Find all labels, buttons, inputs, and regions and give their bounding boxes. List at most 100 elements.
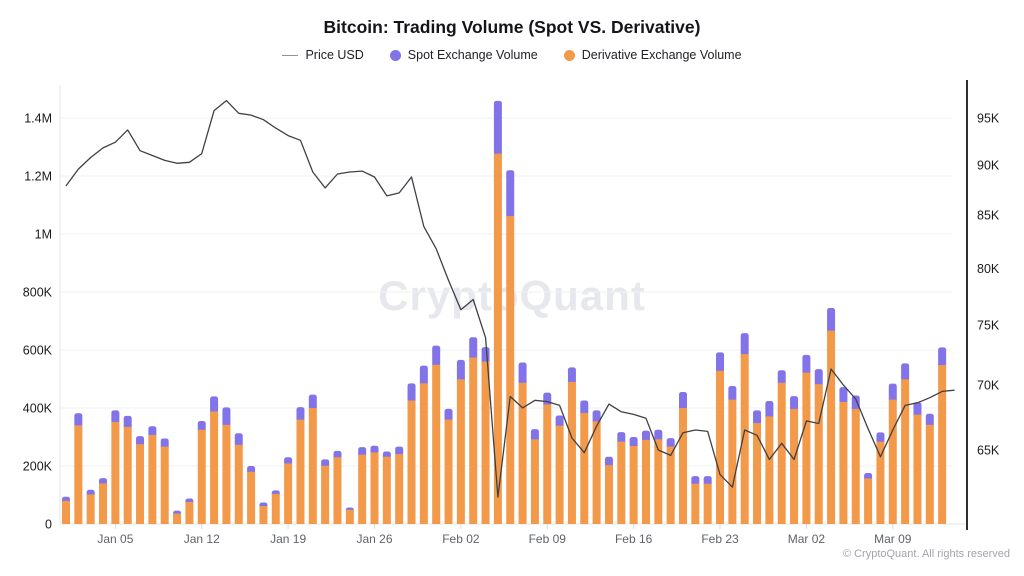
- spot-volume-bar: [506, 170, 515, 219]
- svg-text:0: 0: [45, 518, 52, 532]
- spot-volume-bar: [839, 387, 848, 405]
- svg-text:Mar 02: Mar 02: [788, 532, 826, 546]
- spot-volume-bar: [74, 413, 83, 428]
- derivative-volume-bar: [641, 439, 650, 524]
- derivative-volume-bar: [173, 513, 182, 524]
- spot-volume-bar: [530, 429, 539, 442]
- spot-volume-bar: [444, 408, 453, 423]
- derivative-volume-bar: [222, 424, 231, 524]
- derivative-volume-bar: [765, 416, 774, 524]
- spot-volume-bar: [432, 345, 441, 368]
- spot-volume-bar: [111, 410, 120, 425]
- derivative-volume-bar: [160, 446, 169, 524]
- svg-text:Feb 16: Feb 16: [615, 532, 653, 546]
- spot-volume-bar: [740, 333, 749, 357]
- spot-volume-bar: [654, 429, 663, 442]
- derivative-volume-bar: [728, 399, 737, 524]
- derivative-volume-bar: [790, 408, 799, 524]
- derivative-volume-bar: [666, 446, 675, 524]
- legend-item-spot-volume[interactable]: Spot Exchange Volume: [389, 48, 538, 62]
- spot-volume-bar: [210, 396, 219, 414]
- spot-volume-bar: [802, 354, 811, 376]
- spot-volume-bar: [148, 426, 157, 438]
- derivative-volume-bar: [210, 411, 219, 524]
- derivative-volume-bar: [321, 465, 330, 524]
- svg-text:70K: 70K: [977, 379, 1000, 393]
- spot-volume-bar: [679, 392, 687, 411]
- spot-volume-bar: [925, 413, 934, 428]
- derivative-volume-bar: [259, 506, 268, 524]
- derivative-volume-bar: [716, 370, 725, 524]
- derivative-volume-bar: [271, 493, 280, 524]
- spot-volume-bar: [765, 401, 774, 419]
- derivative-volume-bar: [629, 445, 638, 524]
- spot-volume-bar: [938, 347, 947, 368]
- legend-item-price-usd[interactable]: Price USD: [282, 48, 364, 62]
- price-usd-line: [65, 99, 955, 498]
- spot-volume-bar: [136, 436, 145, 447]
- svg-text:Jan 12: Jan 12: [184, 532, 220, 546]
- derivative-volume-bar: [555, 425, 564, 524]
- derivative-volume-bar: [703, 483, 712, 524]
- derivative-volume-bar: [333, 457, 342, 524]
- svg-text:75K: 75K: [977, 318, 1000, 332]
- derivative-volume-bar: [827, 330, 836, 524]
- svg-text:600K: 600K: [23, 344, 53, 358]
- derivative-volume-bar: [592, 421, 601, 524]
- derivative-volume-bar: [62, 500, 70, 524]
- spot-volume-bar: [456, 359, 465, 382]
- derivative-volume-bar: [654, 439, 663, 524]
- spot-volume-bar: [790, 396, 799, 412]
- derivative-volume-bar: [358, 454, 367, 524]
- svg-text:Mar 09: Mar 09: [874, 532, 912, 546]
- spot-volume-bar: [407, 383, 416, 403]
- derivative-volume-bar: [136, 444, 145, 524]
- svg-text:Feb 02: Feb 02: [442, 532, 480, 546]
- chart-legend: Price USD Spot Exchange Volume Derivativ…: [0, 48, 1024, 62]
- legend-label-price-usd: Price USD: [305, 48, 364, 62]
- spot-volume-bar: [901, 363, 910, 382]
- spot-volume-bar: [358, 447, 367, 458]
- spot-volume-bar: [876, 432, 885, 445]
- spot-volume-bar: [160, 438, 169, 450]
- derivative-volume-bar: [740, 354, 749, 524]
- derivative-volume-bar: [99, 483, 108, 524]
- spot-volume-bar: [888, 383, 897, 403]
- derivative-volume-bar: [419, 383, 428, 524]
- svg-text:65K: 65K: [977, 444, 1000, 458]
- spot-volume-bar: [827, 307, 836, 334]
- derivative-volume-bar: [345, 509, 354, 524]
- derivative-volume-bar: [901, 379, 910, 524]
- svg-text:Jan 05: Jan 05: [97, 532, 133, 546]
- derivative-volume-bar: [395, 454, 404, 524]
- price-line-swatch: [282, 54, 299, 56]
- spot-volume-bar: [493, 100, 502, 157]
- copyright-footer: © CryptoQuant. All rights reserved: [842, 548, 1010, 560]
- spot-volume-bar: [296, 407, 305, 423]
- derivative-volume-bar: [111, 421, 120, 524]
- derivative-volume-bar: [679, 408, 687, 524]
- derivative-volume-bar: [456, 379, 465, 524]
- spot-volume-bar: [851, 395, 860, 412]
- derivative-volume-bar: [296, 419, 305, 524]
- svg-text:95K: 95K: [977, 111, 1000, 125]
- spot-volume-bar: [703, 476, 712, 487]
- spot-volume-bar: [234, 433, 243, 448]
- spot-volume-dot-swatch: [389, 49, 401, 61]
- derivative-volume-bar: [913, 414, 922, 524]
- legend-item-derivative-volume[interactable]: Derivative Exchange Volume: [563, 48, 742, 62]
- derivative-volume-bar: [493, 153, 502, 525]
- derivative-volume-bar: [925, 424, 934, 524]
- derivative-volume-bar: [518, 382, 527, 524]
- spot-volume-bar: [691, 476, 700, 487]
- derivative-volume-dot-swatch: [563, 49, 575, 61]
- spot-volume-bar: [469, 337, 478, 361]
- derivative-volume-bar: [567, 381, 576, 524]
- derivative-volume-bar: [580, 412, 589, 524]
- spot-volume-bar: [481, 347, 490, 365]
- derivative-volume-bar: [864, 478, 873, 524]
- derivative-volume-bar: [284, 463, 293, 524]
- spot-volume-bar: [913, 402, 922, 418]
